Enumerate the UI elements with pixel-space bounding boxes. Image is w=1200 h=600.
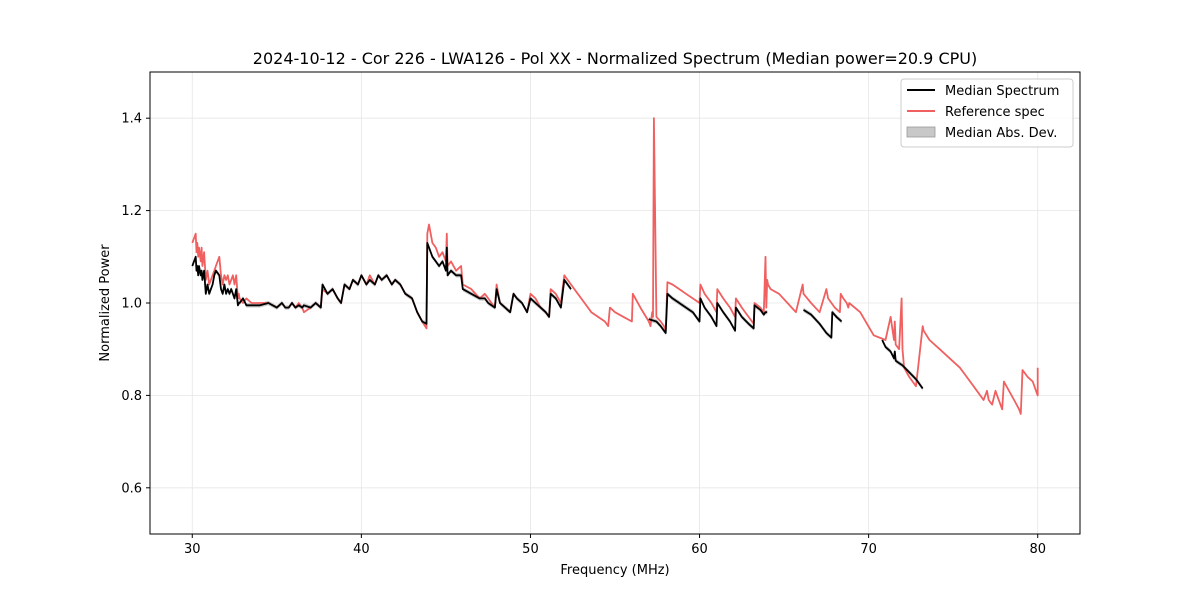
x-tick-label: 50 — [522, 542, 539, 557]
y-axis-ticks: 0.6 0.8 1.0 1.2 1.4 — [121, 112, 150, 496]
x-tick-label: 60 — [691, 542, 708, 557]
x-axis-label: Frequency (MHz) — [560, 563, 669, 578]
median-abs-dev-area — [882, 337, 923, 391]
y-tick-label: 1.4 — [121, 112, 142, 127]
y-tick-label: 0.6 — [121, 481, 142, 496]
legend: Median Spectrum Reference spec Median Ab… — [900, 78, 1074, 148]
x-tick-label: 70 — [860, 542, 877, 557]
y-tick-label: 0.8 — [121, 389, 142, 404]
chart-title: 2024-10-12 - Cor 226 - LWA126 - Pol XX -… — [253, 49, 977, 68]
y-tick-label: 1.0 — [121, 297, 142, 312]
x-axis-ticks: 30 40 50 60 70 80 — [184, 534, 1046, 557]
median-spectrum-line — [191, 241, 572, 325]
x-tick-label: 30 — [184, 542, 201, 557]
legend-median-abs-dev-swatch — [906, 126, 936, 138]
y-axis-label: Normalized Power — [98, 244, 113, 362]
x-tick-label: 80 — [1029, 542, 1046, 557]
y-tick-label: 1.2 — [121, 204, 142, 219]
median-spectrum-line — [648, 292, 768, 334]
legend-reference-spec-label: Reference spec — [945, 105, 1045, 120]
legend-median-spectrum-label: Median Spectrum — [945, 84, 1059, 99]
legend-median-abs-dev-label: Median Abs. Dev. — [945, 126, 1057, 141]
legend-box — [900, 78, 1074, 148]
median-spectrum-line — [881, 339, 924, 390]
median-spectrum-line — [803, 309, 843, 339]
series-layer — [191, 117, 1039, 415]
x-tick-label: 40 — [353, 542, 370, 557]
